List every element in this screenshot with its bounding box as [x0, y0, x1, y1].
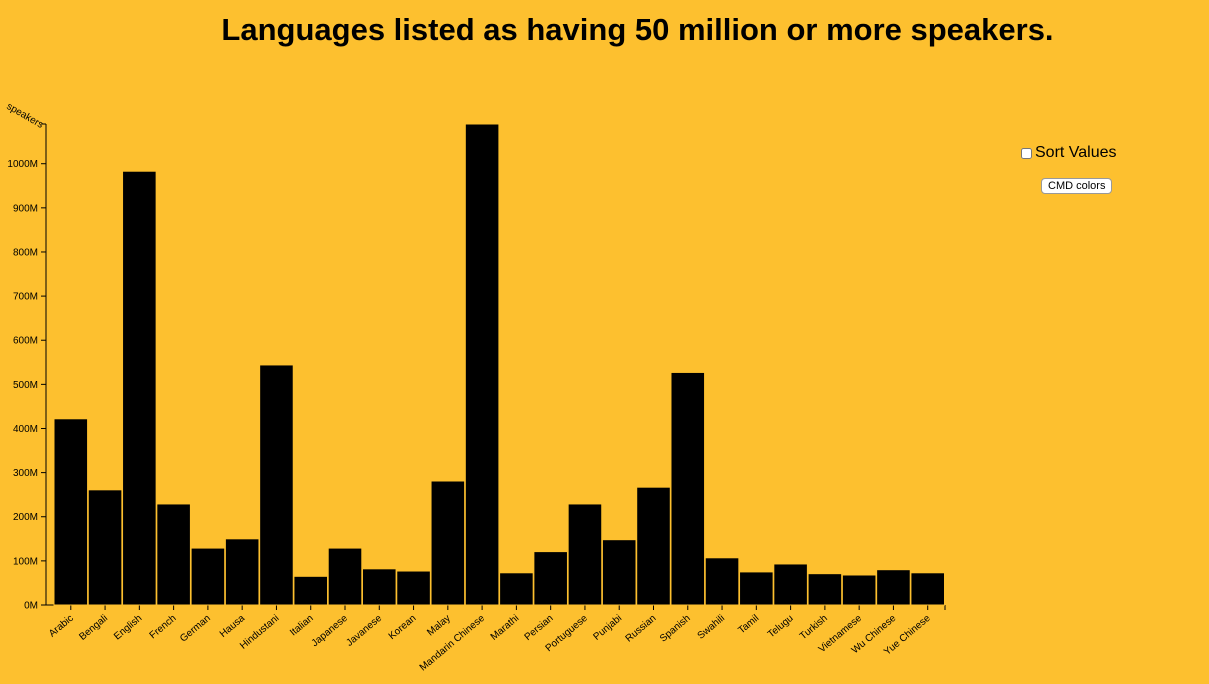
x-tick-label: Bengali [77, 613, 110, 643]
bar [259, 364, 294, 606]
bar [224, 538, 260, 606]
x-tick-label: Hausa [218, 613, 248, 640]
x-tick-label: Japanese [310, 613, 351, 650]
y-tick-label: 0M [24, 601, 38, 612]
x-tick-label: Italian [288, 613, 316, 639]
y-tick-label: 900M [13, 203, 38, 214]
y-axis: 0M 100M 200M 300M 400M 500M 600M 700M 800M 900M 10… [7, 123, 47, 612]
y-tick-label: 700M [13, 292, 38, 303]
bar [636, 486, 671, 606]
bars-group [53, 123, 946, 606]
sort-values-control[interactable]: Sort Values [1021, 144, 1121, 162]
bar [122, 170, 157, 606]
x-tick-label: French [148, 613, 179, 641]
x-tick-label: Spanish [658, 613, 693, 645]
bar [190, 547, 226, 606]
chart-title: Languages listed as having 50 million or… [221, 12, 1054, 47]
bar [53, 418, 89, 606]
bar [533, 551, 568, 606]
x-tick-label: Russian [624, 613, 659, 645]
bar [807, 573, 843, 606]
bar [841, 574, 877, 606]
y-axis-label: speakers [5, 101, 46, 131]
x-tick-label: Telugu [766, 613, 796, 640]
x-tick-label: Marathi [489, 613, 522, 643]
x-tick-label: Javanese [344, 613, 384, 649]
x-tick-label: Korean [387, 613, 419, 642]
x-tick-label: Swahili [696, 613, 727, 642]
x-tick-label: English [112, 613, 144, 643]
x-tick-label: Turkish [798, 613, 830, 642]
y-tick-label: 200M [13, 512, 38, 523]
bar [499, 572, 534, 606]
bar [396, 570, 431, 606]
y-tick-label: 300M [13, 468, 38, 479]
bar [910, 572, 946, 606]
y-tick-label: 400M [13, 424, 38, 435]
y-tick-label: 500M [13, 380, 38, 391]
x-tick-label: Arabic [47, 613, 76, 640]
bar [670, 371, 706, 606]
bar [87, 489, 123, 606]
bar [704, 557, 740, 606]
bar [567, 503, 603, 606]
x-tick-label: Mandarin Chinese [418, 613, 488, 674]
x-tick-label: Persian [523, 613, 556, 643]
sort-values-label: Sort Values [1035, 144, 1117, 161]
bar [464, 123, 500, 606]
x-tick-label: Malay [425, 613, 453, 639]
bar [361, 568, 397, 606]
y-tick-label: 800M [13, 247, 38, 258]
bar [327, 547, 363, 606]
x-tick-label: Punjabi [592, 613, 625, 643]
y-tick-label: 100M [13, 556, 38, 567]
controls-panel: Sort Values CMD colors [1021, 144, 1121, 194]
bar [739, 571, 774, 606]
bar [876, 569, 911, 606]
x-tick-label: Tamil [736, 613, 761, 636]
bar [601, 539, 637, 606]
sort-values-checkbox[interactable] [1021, 147, 1032, 159]
bar [156, 503, 191, 606]
x-axis: Arabic Bengali English French German HausaHin… [46, 604, 946, 674]
x-tick-label: German [178, 613, 213, 645]
bar [773, 563, 808, 606]
cmd-colors-button[interactable]: CMD colors [1041, 178, 1113, 194]
bar [293, 575, 329, 606]
bar [430, 480, 466, 606]
y-tick-label: 1000M [7, 159, 38, 170]
y-tick-label: 600M [13, 336, 38, 347]
